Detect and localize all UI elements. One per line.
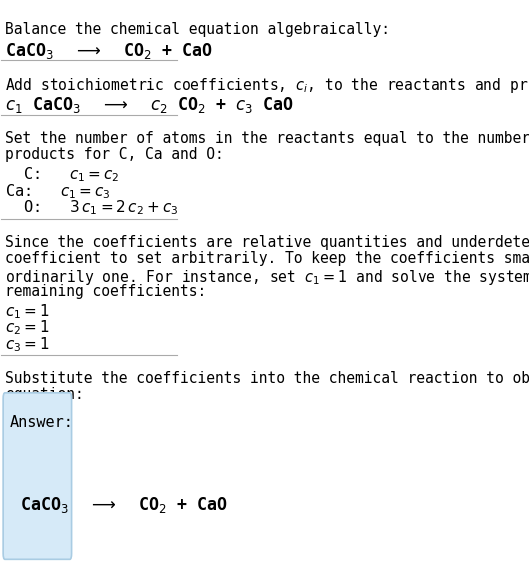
Text: Since the coefficients are relative quantities and underdetermined, choose a: Since the coefficients are relative quan… bbox=[5, 235, 529, 250]
Text: CaCO$_3$  $\longrightarrow$  CO$_2$ + CaO: CaCO$_3$ $\longrightarrow$ CO$_2$ + CaO bbox=[20, 495, 227, 515]
Text: Answer:: Answer: bbox=[10, 415, 73, 430]
Text: Balance the chemical equation algebraically:: Balance the chemical equation algebraica… bbox=[5, 22, 390, 37]
Text: remaining coefficients:: remaining coefficients: bbox=[5, 284, 206, 299]
Text: $c_1$ CaCO$_3$  $\longrightarrow$  $c_2$ CO$_2$ + $c_3$ CaO: $c_1$ CaCO$_3$ $\longrightarrow$ $c_2$ C… bbox=[5, 96, 294, 116]
Text: Set the number of atoms in the reactants equal to the number of atoms in the: Set the number of atoms in the reactants… bbox=[5, 131, 529, 146]
Text: ordinarily one. For instance, set $c_1 = 1$ and solve the system of equations fo: ordinarily one. For instance, set $c_1 =… bbox=[5, 268, 529, 287]
FancyBboxPatch shape bbox=[3, 393, 71, 559]
Text: coefficient to set arbitrarily. To keep the coefficients small, the arbitrary va: coefficient to set arbitrarily. To keep … bbox=[5, 251, 529, 266]
Text: $c_2 = 1$: $c_2 = 1$ bbox=[5, 319, 50, 338]
Text: Add stoichiometric coefficients, $c_i$, to the reactants and products:: Add stoichiometric coefficients, $c_i$, … bbox=[5, 76, 529, 95]
Text: O:   $3\,c_1 = 2\,c_2 + c_3$: O: $3\,c_1 = 2\,c_2 + c_3$ bbox=[5, 198, 178, 217]
Text: C:   $c_1 = c_2$: C: $c_1 = c_2$ bbox=[5, 166, 120, 184]
Text: Ca:   $c_1 = c_3$: Ca: $c_1 = c_3$ bbox=[5, 182, 111, 201]
Text: products for C, Ca and O:: products for C, Ca and O: bbox=[5, 147, 224, 163]
Text: $c_3 = 1$: $c_3 = 1$ bbox=[5, 335, 50, 354]
Text: equation:: equation: bbox=[5, 387, 84, 402]
Text: $c_1 = 1$: $c_1 = 1$ bbox=[5, 302, 50, 321]
Text: CaCO$_3$  $\longrightarrow$  CO$_2$ + CaO: CaCO$_3$ $\longrightarrow$ CO$_2$ + CaO bbox=[5, 41, 213, 61]
Text: Substitute the coefficients into the chemical reaction to obtain the balanced: Substitute the coefficients into the che… bbox=[5, 370, 529, 386]
